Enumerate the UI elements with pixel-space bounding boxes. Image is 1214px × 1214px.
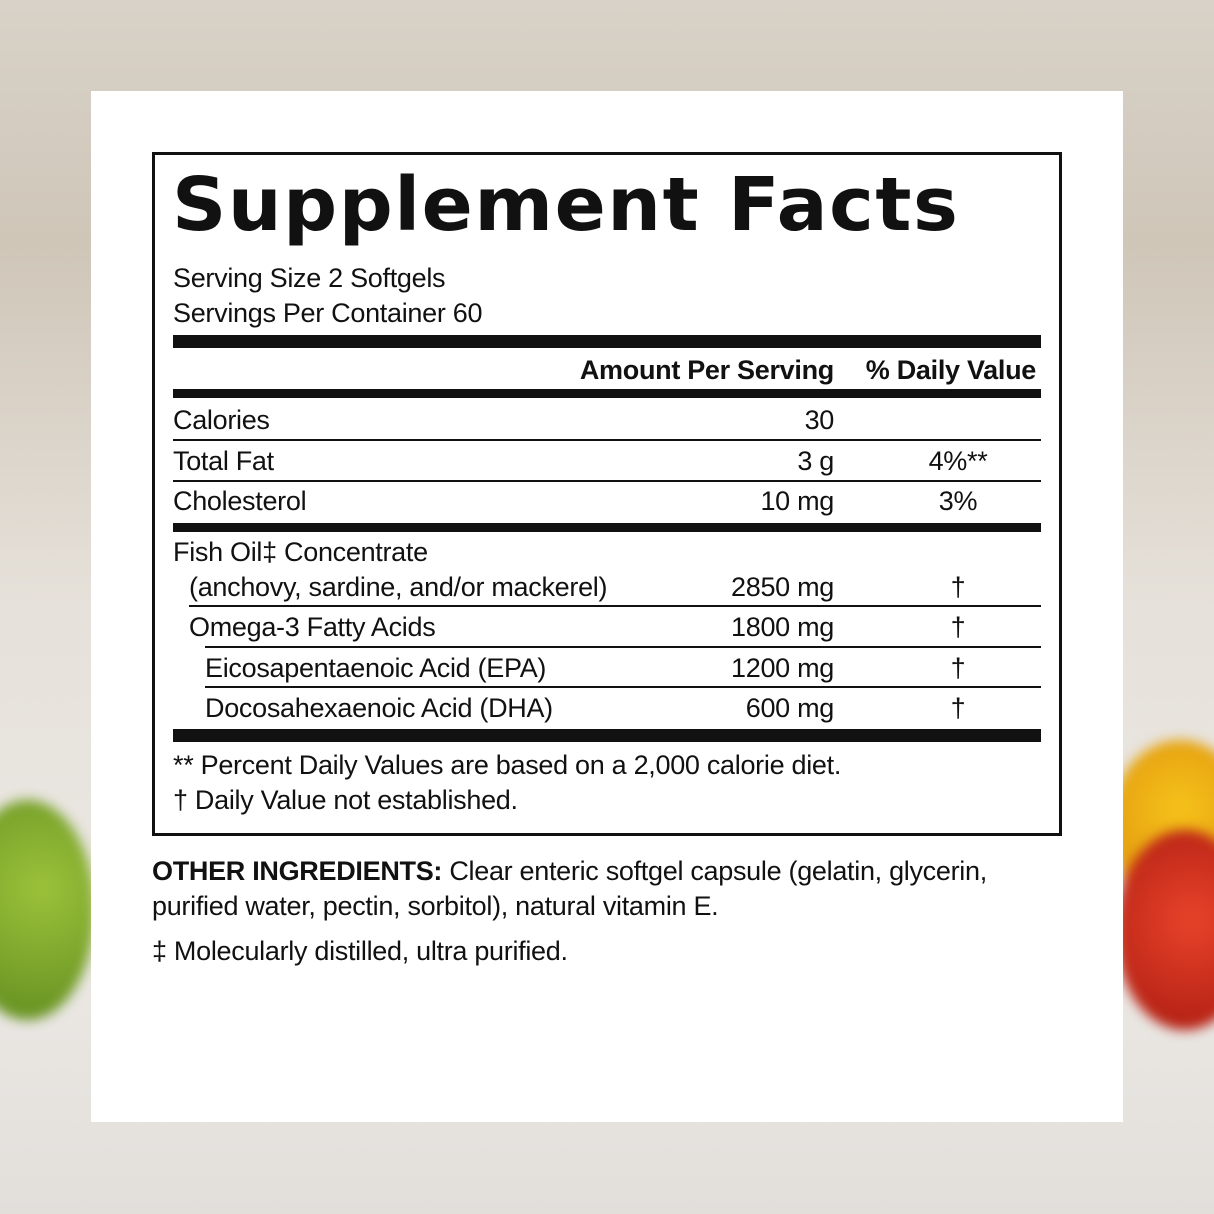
nutrient-dv: 3% bbox=[938, 486, 978, 516]
nutrient-dv: † bbox=[950, 612, 966, 642]
nutrient-amount: 1800 mg bbox=[731, 612, 834, 642]
nutrient-dv: † bbox=[950, 572, 966, 602]
nutrient-name: Total Fat bbox=[173, 446, 274, 476]
apple-image bbox=[0, 800, 95, 1020]
nutrient-name: Omega-3 Fatty Acids bbox=[189, 612, 436, 642]
nutrient-dv: † bbox=[950, 693, 966, 723]
divider bbox=[173, 523, 1041, 532]
nutrient-name: Calories bbox=[173, 405, 270, 435]
divider bbox=[173, 729, 1041, 742]
nutrient-subname: (anchovy, sardine, and/or mackerel) bbox=[189, 572, 608, 602]
nutrient-name: Cholesterol bbox=[173, 486, 307, 516]
divider bbox=[189, 605, 1041, 607]
nutrient-amount: 30 bbox=[804, 405, 835, 435]
dv-header: % Daily Value bbox=[865, 355, 1037, 385]
distilled-note: ‡ Molecularly distilled, ultra purified. bbox=[152, 936, 568, 966]
nutrient-dv: 4%** bbox=[928, 446, 988, 476]
nutrient-name: Docosahexaenoic Acid (DHA) bbox=[205, 693, 553, 723]
nutrient-amount: 2850 mg bbox=[731, 572, 834, 602]
nutrient-amount: 10 mg bbox=[760, 486, 834, 516]
nutrient-name: Fish Oil‡ Concentrate bbox=[173, 537, 428, 567]
nutrient-dv: † bbox=[950, 653, 966, 683]
divider bbox=[173, 335, 1041, 348]
divider bbox=[173, 439, 1041, 441]
nutrient-amount: 600 mg bbox=[745, 693, 835, 723]
serving-size: Serving Size 2 Softgels bbox=[173, 263, 446, 293]
divider bbox=[173, 480, 1041, 482]
servings-per-container: Servings Per Container 60 bbox=[173, 298, 483, 328]
supplement-facts-panel bbox=[152, 152, 1062, 836]
panel-title: Supplement Facts bbox=[172, 162, 960, 248]
divider bbox=[173, 389, 1041, 398]
divider bbox=[205, 686, 1041, 688]
footnote-dagger: † Daily Value not established. bbox=[173, 785, 518, 815]
nutrient-name: Eicosapentaenoic Acid (EPA) bbox=[205, 653, 547, 683]
other-ingredients-heading: OTHER INGREDIENTS: bbox=[152, 856, 443, 886]
other-ingredients: OTHER INGREDIENTS: Clear enteric softgel… bbox=[152, 854, 1067, 924]
footnote-dv: ** Percent Daily Values are based on a 2… bbox=[173, 750, 842, 780]
nutrient-amount: 1200 mg bbox=[731, 653, 834, 683]
amount-header: Amount Per Serving bbox=[579, 355, 834, 385]
divider bbox=[205, 646, 1041, 648]
nutrient-amount: 3 g bbox=[797, 446, 834, 476]
other-ingredients-text: Clear enteric softgel capsule (gelatin, … bbox=[152, 856, 987, 921]
